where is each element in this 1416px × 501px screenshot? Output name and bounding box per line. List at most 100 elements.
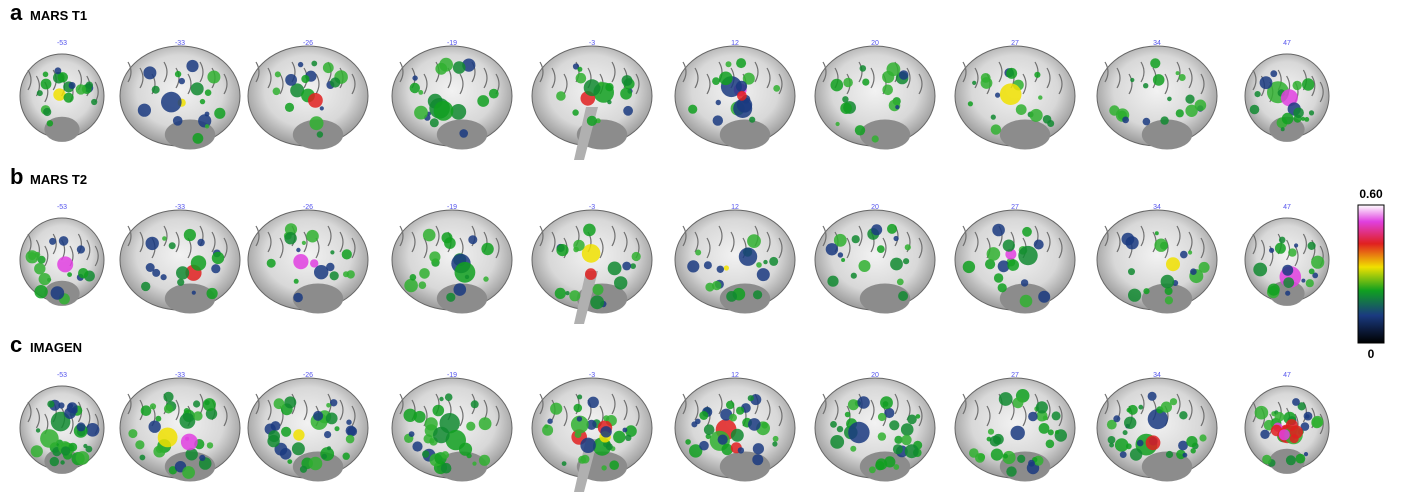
activation-blob — [325, 412, 338, 425]
gyrus — [1104, 393, 1109, 415]
gyrus — [435, 225, 440, 247]
activation-blob — [1130, 77, 1135, 83]
gyrus — [962, 61, 967, 83]
activation-blob — [91, 98, 98, 106]
gyrus — [918, 73, 923, 95]
gyrus — [267, 67, 272, 89]
panel-title: MARS T1 — [30, 8, 87, 23]
activation-blob — [172, 116, 183, 126]
brain-slice — [954, 377, 1076, 482]
gyrus — [495, 237, 500, 259]
activation-blob — [605, 443, 613, 451]
gyrus — [754, 61, 759, 83]
gyrus — [778, 237, 783, 259]
activation-blob — [687, 260, 700, 273]
gyrus — [998, 61, 1003, 83]
activation-blob — [621, 75, 633, 86]
slice-coordinate: -3 — [589, 40, 595, 47]
activation-blob — [689, 444, 703, 458]
activation-blob — [691, 421, 698, 428]
activation-blob — [586, 419, 597, 430]
slice-coordinate: -26 — [303, 372, 313, 379]
gyrus — [255, 393, 260, 415]
colorbar-min: 0 — [1368, 347, 1375, 361]
gyrus — [303, 231, 308, 253]
activation-blob — [76, 422, 86, 432]
activation-blob — [895, 105, 900, 110]
activation-blob — [1292, 80, 1302, 91]
activation-blob — [329, 271, 339, 281]
gyrus — [858, 225, 863, 247]
gyrus — [870, 67, 875, 89]
activation-blob — [1180, 250, 1188, 259]
activation-blob — [561, 461, 567, 466]
activation-blob — [556, 244, 569, 257]
activation-blob — [313, 410, 324, 421]
activation-blob — [736, 406, 745, 415]
activation-blob — [717, 434, 728, 445]
gyrus — [682, 61, 687, 83]
gyrus — [1176, 61, 1181, 83]
activation-blob — [748, 418, 761, 431]
activation-blob — [1028, 411, 1038, 422]
activation-blob — [695, 249, 702, 256]
gyrus — [303, 399, 308, 421]
activation-blob — [1147, 391, 1157, 401]
activation-blob — [598, 81, 604, 87]
gyrus — [1046, 231, 1051, 253]
activation-blob — [273, 398, 285, 410]
activation-blob — [1127, 404, 1138, 415]
activation-blob — [186, 59, 199, 73]
activation-blob — [1194, 99, 1207, 112]
activation-blob — [1003, 453, 1008, 459]
activation-blob — [742, 72, 755, 85]
activation-blob — [887, 223, 897, 234]
activation-blob — [583, 79, 601, 97]
activation-blob — [38, 273, 51, 286]
activation-blob — [1179, 411, 1188, 420]
brain-slice — [391, 45, 513, 150]
gyrus — [351, 405, 356, 427]
activation-blob — [40, 429, 59, 448]
activation-blob — [990, 448, 1004, 461]
activation-blob — [547, 418, 553, 424]
activation-blob — [705, 433, 711, 440]
activation-blob — [34, 285, 48, 299]
activation-blob — [139, 454, 146, 461]
activation-blob — [301, 74, 310, 84]
brain-slice — [674, 45, 796, 150]
activation-blob — [1128, 268, 1135, 276]
activation-blob — [148, 420, 161, 433]
activation-blob — [898, 70, 909, 80]
activation-blob — [445, 429, 466, 451]
activation-blob — [577, 66, 583, 72]
activation-blob — [1002, 239, 1015, 252]
gyrus — [718, 225, 723, 247]
gyrus — [187, 73, 192, 95]
activation-blob — [631, 251, 641, 262]
activation-blob — [1109, 105, 1120, 116]
gyrus — [1164, 73, 1169, 95]
activation-blob — [326, 262, 335, 272]
activation-blob — [128, 429, 138, 439]
slice-coordinate: 47 — [1283, 204, 1291, 211]
activation-blob — [418, 281, 427, 290]
activation-blob — [726, 291, 737, 302]
cerebellum — [859, 283, 911, 314]
gyrus — [1319, 413, 1324, 435]
gyrus — [682, 225, 687, 247]
activation-blob — [274, 71, 281, 78]
activation-blob — [204, 89, 212, 96]
activation-blob — [1308, 268, 1315, 275]
cerebellum — [436, 283, 488, 314]
activation-blob — [49, 456, 59, 467]
activation-blob — [450, 104, 467, 120]
gyrus — [1294, 245, 1299, 267]
activation-blob — [309, 116, 324, 131]
activation-blob — [1143, 288, 1150, 295]
activation-blob — [972, 80, 977, 85]
activation-blob — [772, 435, 779, 442]
brain-slice — [814, 209, 936, 314]
gyrus — [1176, 225, 1181, 247]
activation-blob — [998, 392, 1013, 406]
